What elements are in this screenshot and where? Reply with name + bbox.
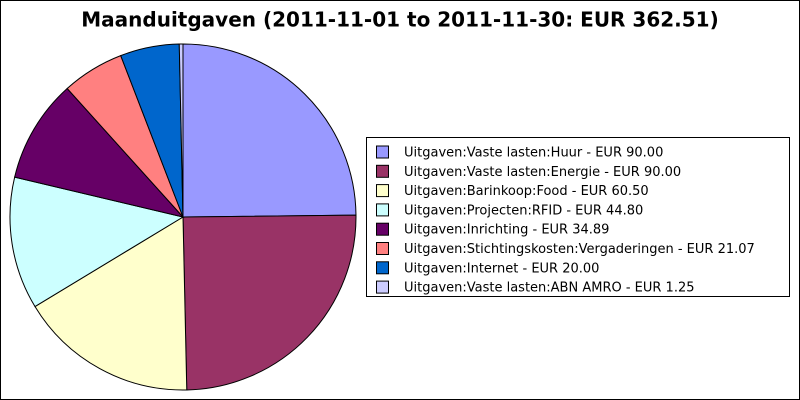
legend-swatch xyxy=(376,145,389,159)
pie-slice xyxy=(14,87,185,218)
legend-swatch xyxy=(376,261,389,275)
legend-label: Uitgaven:Vaste lasten:ABN AMRO - EUR 1.2… xyxy=(404,281,695,296)
chart-title: Maanduitgaven (2011-11-01 to 2011-11-30:… xyxy=(81,8,719,32)
legend-label: Uitgaven:Vaste lasten:Huur - EUR 90.00 xyxy=(404,146,663,161)
pie-slice xyxy=(34,216,188,391)
legend-swatch xyxy=(376,242,389,255)
legend-swatch xyxy=(376,280,389,294)
legend-swatch xyxy=(376,203,389,217)
legend-swatch xyxy=(376,222,389,236)
legend-box xyxy=(366,137,790,297)
legend-label: Uitgaven:Stichtingskosten:Vergaderingen … xyxy=(404,242,755,257)
pie-slice xyxy=(182,43,357,218)
legend-label: Uitgaven:Internet - EUR 20.00 xyxy=(404,261,599,276)
pie-slice xyxy=(182,214,357,391)
pie-slice xyxy=(9,176,185,308)
legend-label: Uitgaven:Projecten:RFID - EUR 44.80 xyxy=(404,203,643,218)
legend-label: Uitgaven:Vaste lasten:Energie - EUR 90.0… xyxy=(404,165,681,180)
legend-label: Uitgaven:Inrichting - EUR 34.89 xyxy=(404,223,609,238)
legend-swatch xyxy=(376,164,389,178)
legend-label: Uitgaven:Barinkoop:Food - EUR 60.50 xyxy=(404,184,649,199)
pie-slice xyxy=(178,43,184,218)
legend-swatch xyxy=(376,184,389,198)
